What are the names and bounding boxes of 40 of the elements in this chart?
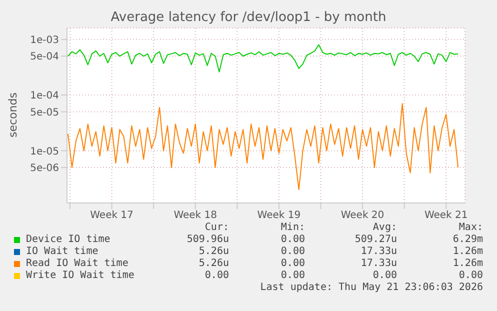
text: 6.29m (452, 234, 483, 245)
y-tick-label: 1e-04 (30, 90, 59, 102)
text: 1.26m (452, 258, 483, 269)
text: 0.00 (280, 234, 305, 245)
text: 5.26u (198, 246, 229, 257)
x-tick-label: Week 21 (424, 210, 468, 222)
line-series (67, 103, 459, 190)
x-tick-label: Week 19 (257, 210, 301, 222)
text: 509.96u (186, 234, 229, 245)
text: 509.27u (354, 234, 397, 245)
y-tick-label: 1e-05 (30, 146, 59, 158)
text: Min: (280, 222, 305, 233)
text: 0.00 (458, 270, 483, 281)
text: Max: (458, 222, 483, 233)
y-axis-title: seconds (6, 92, 20, 138)
text: 0.00 (280, 246, 305, 257)
y-tick-label: 5e-04 (30, 52, 59, 63)
y-tick-label: 5e-06 (30, 163, 59, 174)
legend-label: IO Wait time (26, 246, 98, 257)
text: Cur: (204, 222, 229, 233)
x-tick-label: Week 18 (174, 210, 218, 222)
text: 1.26m (452, 246, 483, 257)
legend-label: Write IO Wait time (26, 270, 134, 281)
legend-label: Device IO time (26, 234, 110, 245)
legend-label: Read IO Wait time (26, 258, 128, 269)
text: 0.00 (204, 270, 229, 281)
text: 17.33u (360, 258, 397, 269)
text: 0.00 (372, 270, 397, 281)
text: Last update: Thu May 21 23:06:03 2026 (260, 282, 483, 293)
text: 0.00 (280, 258, 305, 269)
text: 5.26u (198, 258, 229, 269)
y-tick-label: 5e-05 (30, 107, 59, 118)
x-tick-label: Week 17 (90, 210, 134, 222)
text: 0.00 (280, 270, 305, 281)
line-series (67, 44, 459, 72)
chart-title: Average latency for /dev/loop1 - by month (110, 10, 388, 25)
text: Avg: (372, 222, 397, 233)
text: 17.33u (360, 246, 397, 257)
x-tick-label: Week 20 (340, 210, 384, 222)
y-tick-label: 1e-03 (30, 34, 59, 46)
